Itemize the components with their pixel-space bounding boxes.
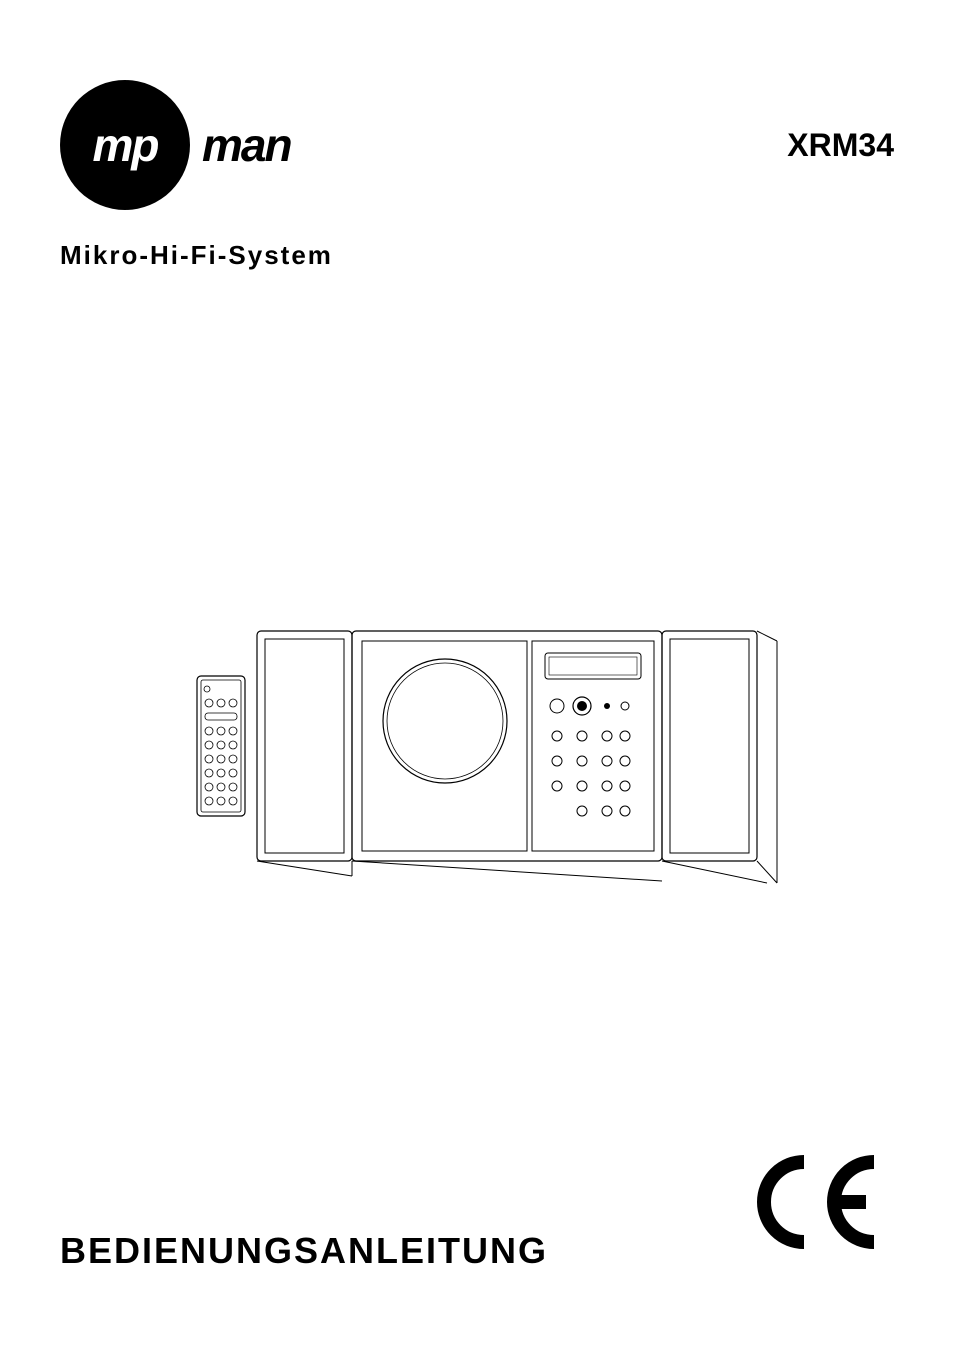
- remote-control: [197, 676, 245, 816]
- brand-logo: mp man: [60, 80, 291, 210]
- ce-mark-icon: [754, 1152, 894, 1272]
- product-subtitle: Mikro-Hi-Fi-System: [60, 240, 894, 271]
- page-container: mp man XRM34 Mikro-Hi-Fi-System: [0, 0, 954, 1352]
- right-speaker: [662, 631, 777, 883]
- header: mp man XRM34: [60, 80, 894, 210]
- logo-circle: mp: [60, 80, 190, 210]
- footer: BEDIENUNGSANLEITUNG: [60, 1152, 894, 1272]
- manual-title: BEDIENUNGSANLEITUNG: [60, 1230, 548, 1272]
- model-number: XRM34: [787, 127, 894, 164]
- center-unit: [352, 631, 662, 881]
- product-illustration: [60, 591, 894, 891]
- left-speaker: [257, 631, 352, 876]
- logo-mp-text: mp: [93, 118, 158, 172]
- hifi-system-drawing: [157, 591, 797, 891]
- logo-man-text: man: [202, 118, 291, 172]
